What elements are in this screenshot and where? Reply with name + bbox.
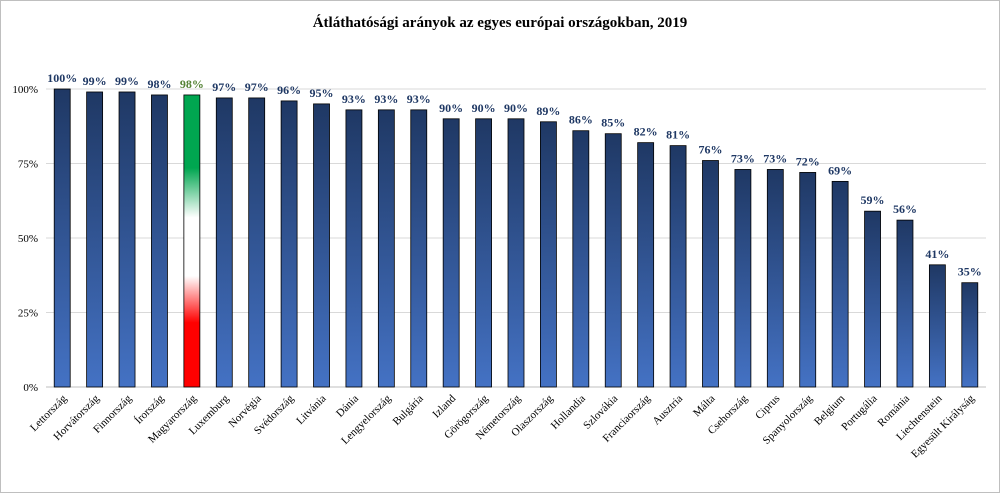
x-tick-label: Hollandia	[549, 393, 588, 432]
x-tick-label: Izland	[430, 392, 458, 420]
x-axis-categories: LettországHorvátországFinnországÍrország…	[28, 392, 977, 460]
data-label: 76%	[698, 143, 722, 157]
data-label: 73%	[763, 151, 787, 165]
data-label: 97%	[245, 80, 269, 94]
data-label: 85%	[601, 116, 625, 130]
x-tick-label: Egyesült Királyság	[909, 392, 977, 460]
data-label: 89%	[536, 104, 560, 118]
x-tick-label: Bulgária	[391, 393, 426, 428]
bar	[928, 264, 946, 388]
bar	[766, 169, 784, 388]
bar	[86, 91, 104, 388]
data-labels: 100% 99% 99% 98% 98% 97% 97% 96% 95% 93% 93% 93% 90%…	[47, 71, 982, 279]
bar	[831, 180, 849, 388]
data-label: 90%	[472, 101, 496, 115]
data-label: 90%	[504, 101, 528, 115]
x-tick-label: Portugália	[839, 393, 880, 434]
y-tick-label: 100%	[12, 84, 38, 96]
data-label: 93%	[374, 92, 398, 106]
y-tick-label: 0%	[23, 382, 38, 394]
bar	[53, 88, 71, 388]
bar	[637, 142, 655, 388]
y-tick-label: 75%	[18, 159, 38, 171]
bar	[734, 169, 752, 388]
bar	[248, 97, 266, 388]
bar	[442, 118, 460, 388]
bar	[572, 130, 590, 388]
data-label: 72%	[796, 154, 820, 168]
x-tick-label: Litvánia	[294, 393, 328, 427]
bar	[345, 109, 363, 388]
data-label: 81%	[666, 128, 690, 142]
y-tick-label: 50%	[18, 233, 38, 245]
bar	[669, 145, 687, 388]
data-label: 95%	[310, 86, 334, 100]
data-label: 56%	[893, 202, 917, 216]
x-tick-label: Ausztria	[650, 393, 685, 428]
data-label: 82%	[634, 125, 658, 139]
data-label: 69%	[828, 163, 852, 177]
data-label: 90%	[439, 101, 463, 115]
bar	[183, 94, 201, 388]
bar	[215, 97, 233, 388]
bar	[540, 121, 557, 388]
data-label: 98%	[147, 77, 171, 91]
bar	[118, 91, 136, 388]
data-label: 99%	[115, 74, 139, 88]
bar	[961, 282, 979, 388]
bar	[799, 172, 817, 388]
bar	[507, 118, 525, 388]
data-label: 97%	[212, 80, 236, 94]
y-axis-ticks: 0% 25% 50% 75% 100%	[12, 84, 38, 394]
data-label: 96%	[277, 83, 301, 97]
bar	[280, 100, 298, 388]
bar	[604, 133, 622, 388]
bar	[702, 160, 719, 388]
y-tick-label: 25%	[18, 308, 38, 320]
x-tick-label: Ciprus	[753, 393, 782, 422]
x-tick-label: Málta	[691, 393, 718, 420]
bar	[151, 94, 168, 388]
data-label: 73%	[731, 151, 755, 165]
data-label: 99%	[83, 74, 107, 88]
data-label: 93%	[407, 92, 431, 106]
data-label: 98%	[180, 77, 204, 91]
data-label: 86%	[569, 113, 593, 127]
data-label: 41%	[925, 247, 949, 261]
x-tick-label: Dánia	[334, 393, 361, 420]
chart-title: Átláthatósági arányok az egyes európai o…	[312, 15, 688, 31]
bar	[313, 103, 330, 388]
bars	[53, 88, 979, 388]
data-label: 100%	[47, 71, 77, 85]
bar	[377, 109, 395, 388]
data-label: 59%	[861, 193, 885, 207]
data-label: 35%	[958, 265, 982, 279]
bar	[864, 210, 881, 388]
bar	[475, 118, 492, 388]
data-label: 93%	[342, 92, 366, 106]
bar	[410, 109, 428, 388]
bar	[896, 219, 914, 388]
